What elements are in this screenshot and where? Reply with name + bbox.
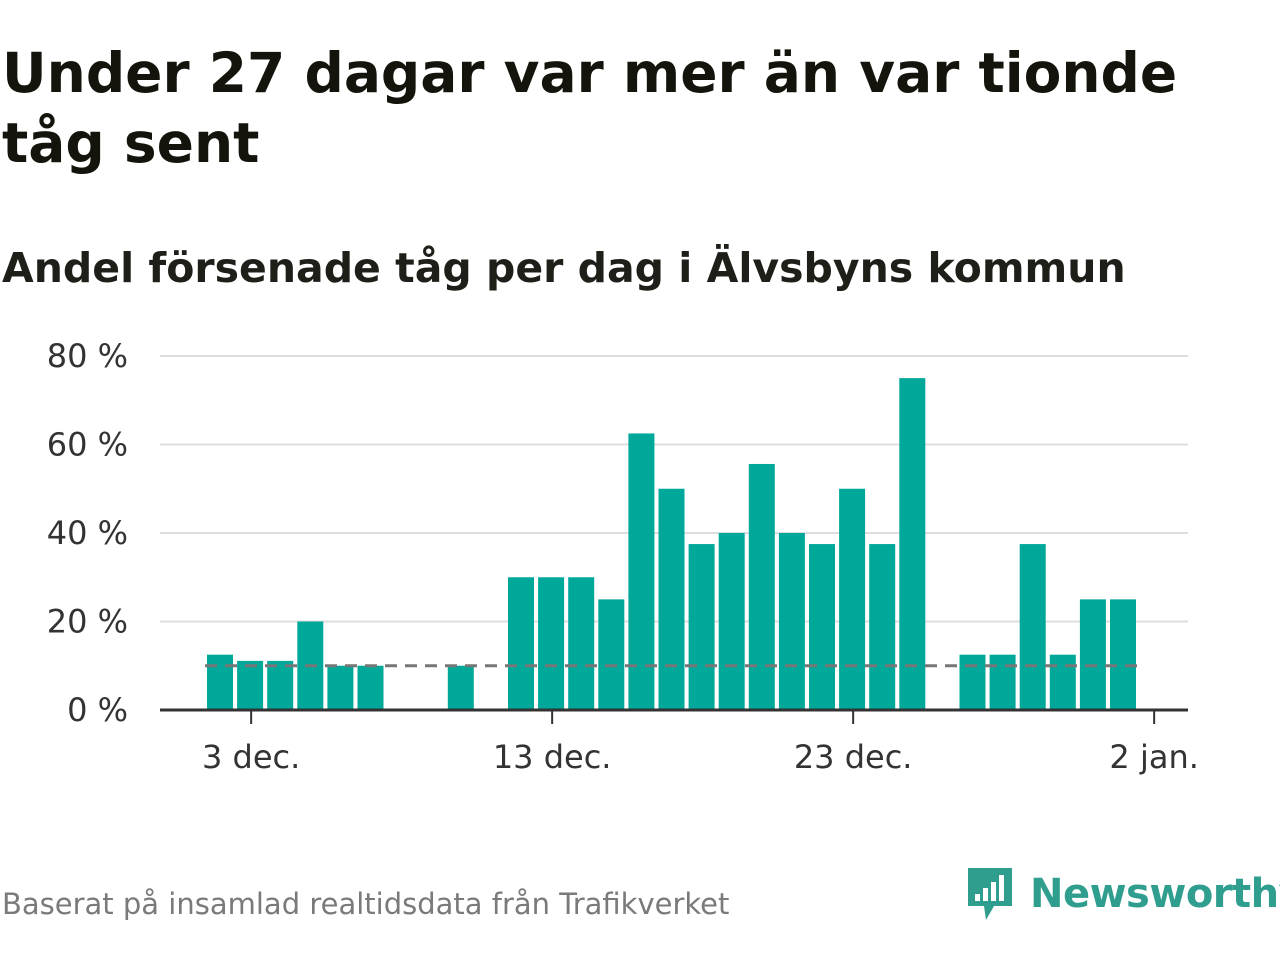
- bar-29-dec: [1019, 544, 1046, 710]
- bar-7-dec: [357, 665, 384, 710]
- bar-19-dec: [718, 533, 745, 710]
- bar-28-dec: [989, 654, 1016, 710]
- brand-name: Newsworthy: [1030, 871, 1280, 917]
- bar-30-dec: [1049, 654, 1076, 710]
- chart-subtitle: Andel försenade tåg per dag i Älvsbyns k…: [2, 244, 1126, 292]
- x-tick-label: 3 dec.: [202, 738, 300, 776]
- bar-20-dec: [748, 463, 775, 710]
- brand-logo: Newsworthy: [964, 862, 1280, 926]
- bar-27-dec: [959, 654, 986, 710]
- x-tick-label: 23 dec.: [794, 738, 913, 776]
- bar-4-dec: [267, 660, 294, 710]
- y-tick-label: 0 %: [67, 691, 128, 729]
- bar-1-jan: [1110, 599, 1136, 710]
- bar-25-dec: [899, 378, 926, 710]
- x-tick-label: 2 jan.: [1109, 738, 1198, 776]
- bar-14-dec: [568, 577, 595, 710]
- newsworthy-logo-icon: [968, 868, 1012, 920]
- y-tick-label: 20 %: [47, 603, 128, 641]
- y-tick-label: 40 %: [47, 514, 128, 552]
- y-tick-label: 80 %: [47, 337, 128, 375]
- chart-title: Under 27 dagar var mer än var tionde tåg…: [2, 41, 1178, 175]
- bar-17-dec: [658, 488, 685, 710]
- bar-13-dec: [538, 577, 565, 710]
- bar-18-dec: [688, 544, 715, 710]
- x-tick-label: 13 dec.: [493, 738, 612, 776]
- bar-chart: 0 % 20 % 40 % 60 % 80 % 3 dec. 13 dec. 23 dec. 2…: [47, 337, 1199, 776]
- bar-22-dec: [809, 544, 835, 710]
- y-tick-label: 60 %: [47, 426, 128, 464]
- source-note: Baserat på insamlad realtidsdata från Tr…: [2, 887, 730, 921]
- bar-12-dec: [508, 577, 534, 710]
- bar-3-dec: [237, 660, 264, 710]
- bar-16-dec: [628, 433, 655, 710]
- bar-24-dec: [869, 544, 896, 710]
- bar-31-dec: [1079, 599, 1106, 710]
- bar-15-dec: [598, 599, 625, 710]
- bar-23-dec: [839, 488, 866, 710]
- bar-6-dec: [327, 665, 354, 710]
- bar-21-dec: [778, 533, 805, 710]
- bar-2-dec: [207, 654, 233, 710]
- bar-10-dec: [447, 665, 474, 710]
